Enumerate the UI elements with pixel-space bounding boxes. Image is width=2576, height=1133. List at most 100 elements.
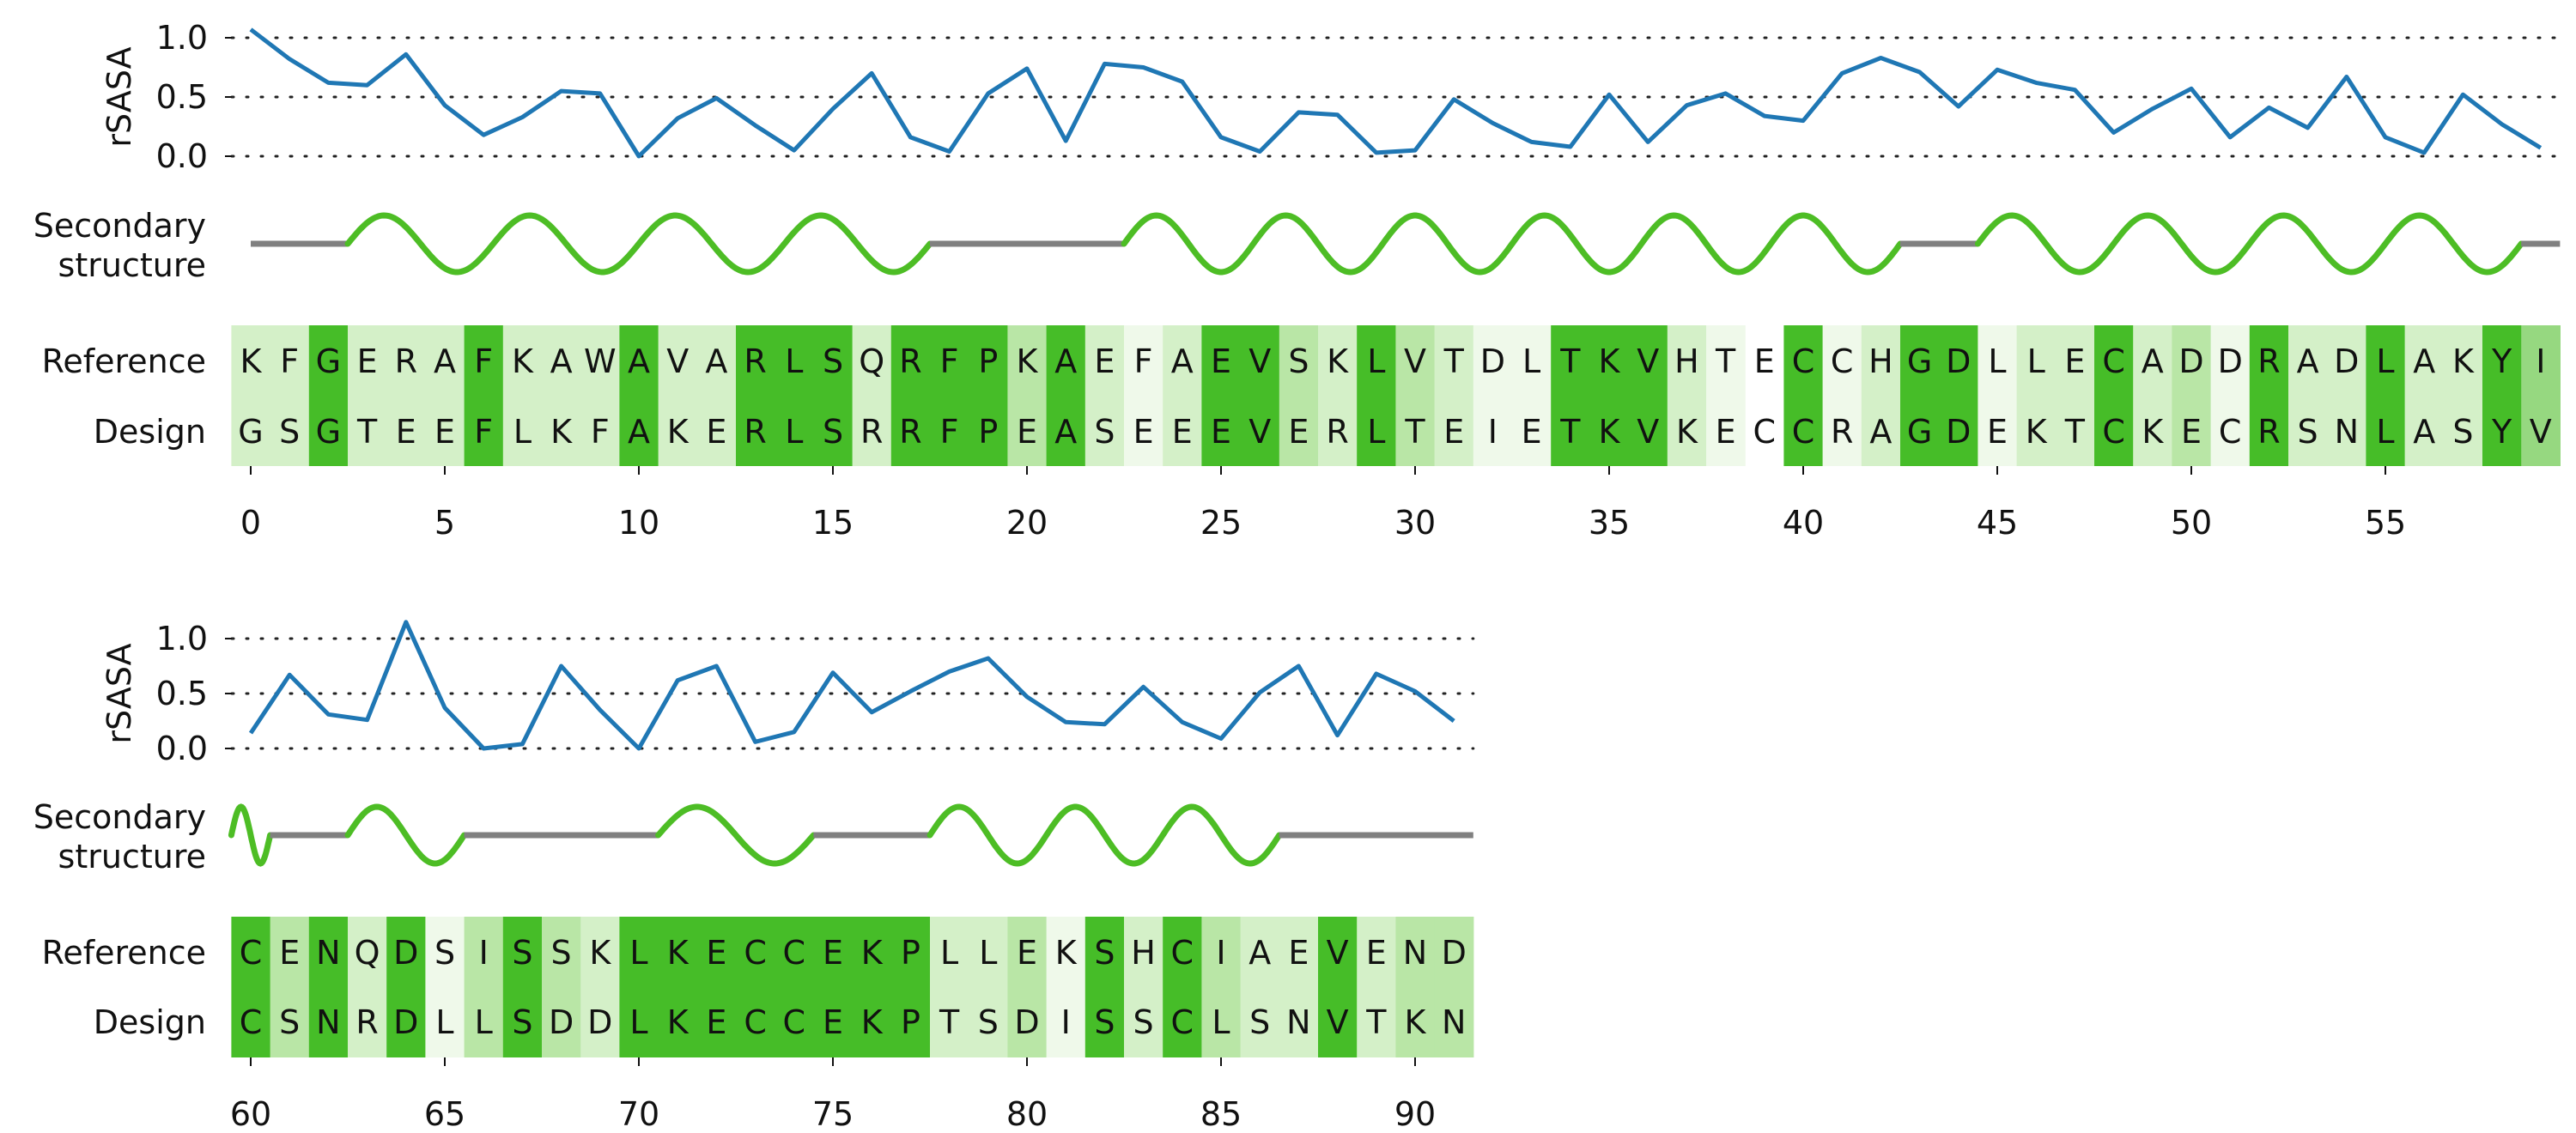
reference-residue: E xyxy=(1366,934,1387,972)
design-residue: S xyxy=(2298,413,2318,451)
ss-helix-segment xyxy=(344,212,933,276)
design-residue: A xyxy=(2413,413,2435,451)
similarity-cell xyxy=(502,917,543,1057)
rsasa-ytick-label: 0.5 xyxy=(156,675,208,712)
reference-residue: D xyxy=(2178,342,2203,380)
similarity-cell xyxy=(2521,325,2561,466)
design-residue: D xyxy=(1014,1003,1039,1041)
similarity-cell xyxy=(1201,325,1242,466)
design-residue: L xyxy=(785,413,803,451)
design-residue: G xyxy=(1907,413,1932,451)
similarity-cell xyxy=(2482,325,2522,466)
reference-residue: E xyxy=(2064,342,2085,380)
rsasa-ytick-label: 0.0 xyxy=(156,137,208,175)
similarity-cell xyxy=(2288,325,2328,466)
similarity-cell xyxy=(1512,325,1552,466)
similarity-cell xyxy=(2366,325,2406,466)
reference-residue: D xyxy=(1946,342,1971,380)
x-tick-label: 20 xyxy=(1006,504,1048,542)
reference-row-label: Reference xyxy=(42,934,206,972)
design-residue: S xyxy=(279,413,300,451)
similarity-cell xyxy=(464,325,504,466)
x-tick-label: 90 xyxy=(1394,1095,1436,1133)
reference-residue: F xyxy=(474,342,493,380)
reference-residue: K xyxy=(1327,342,1349,380)
similarity-cell xyxy=(1434,917,1474,1057)
similarity-cell xyxy=(464,917,504,1057)
design-residue: T xyxy=(1365,1003,1387,1041)
reference-residue: L xyxy=(2376,342,2394,380)
design-residue: K xyxy=(1405,1003,1427,1041)
design-residue: C xyxy=(1792,413,1815,451)
design-residue: E xyxy=(1172,413,1193,451)
ss-helix-segment xyxy=(655,803,817,867)
similarity-cell xyxy=(1279,325,1319,466)
similarity-cell xyxy=(658,325,698,466)
design-residue: A xyxy=(628,413,650,451)
design-residue: C xyxy=(2219,413,2242,451)
design-row-label: Design xyxy=(94,413,206,451)
reference-residue: A xyxy=(2413,342,2435,380)
reference-residue: T xyxy=(1715,342,1736,380)
design-residue: E xyxy=(2181,413,2202,451)
design-residue: N xyxy=(316,1003,340,1041)
design-residue: C xyxy=(1171,1003,1194,1041)
rsasa-ytick-label: 0.0 xyxy=(156,730,208,767)
reference-residue: H xyxy=(1868,342,1893,380)
similarity-cell xyxy=(2210,325,2251,466)
similarity-cell xyxy=(619,917,659,1057)
reference-residue: A xyxy=(550,342,573,380)
similarity-cell xyxy=(580,325,620,466)
design-residue: V xyxy=(1249,413,1271,451)
similarity-cell xyxy=(1124,917,1163,1057)
similarity-cell xyxy=(813,325,854,466)
design-residue: K xyxy=(1599,413,1621,451)
similarity-cell xyxy=(1706,325,1746,466)
design-residue: G xyxy=(316,413,341,451)
design-residue: E xyxy=(1987,413,2008,451)
rsasa-ytick-label: 1.0 xyxy=(156,620,208,657)
design-residue: S xyxy=(279,1003,300,1041)
design-residue: P xyxy=(901,1003,920,1041)
design-residue: S xyxy=(2452,413,2473,451)
reference-residue: E xyxy=(1211,342,1231,380)
x-tick-label: 85 xyxy=(1200,1095,1242,1133)
reference-residue: D xyxy=(2334,342,2359,380)
similarity-cell xyxy=(930,917,969,1057)
similarity-cell xyxy=(1046,325,1086,466)
reference-residue: K xyxy=(240,342,263,380)
x-tick-label: 35 xyxy=(1589,504,1630,542)
design-residue: L xyxy=(1367,413,1385,451)
design-row-label: Design xyxy=(94,1003,206,1041)
similarity-cell xyxy=(1124,325,1163,466)
x-tick-label: 55 xyxy=(2365,504,2406,542)
similarity-cell xyxy=(1163,917,1202,1057)
design-residue: S xyxy=(1133,1003,1154,1041)
design-residue: R xyxy=(744,413,766,451)
reference-residue: E xyxy=(357,342,378,380)
x-tick-label: 60 xyxy=(230,1095,271,1133)
design-residue: P xyxy=(978,413,998,451)
similarity-cell xyxy=(2016,325,2057,466)
x-tick-label: 10 xyxy=(618,504,659,542)
similarity-cell xyxy=(2055,325,2095,466)
ss-helix-segment xyxy=(927,803,1283,867)
reference-residue: Y xyxy=(2491,342,2512,380)
similarity-cell xyxy=(736,917,775,1057)
design-residue: N xyxy=(2335,413,2359,451)
design-residue: L xyxy=(435,1003,453,1041)
reference-residue: L xyxy=(2027,342,2045,380)
similarity-cell xyxy=(2172,325,2212,466)
reference-residue: N xyxy=(316,934,340,972)
design-residue: S xyxy=(978,1003,999,1041)
reference-residue: A xyxy=(2297,342,2319,380)
similarity-cell xyxy=(1395,325,1436,466)
x-tick-label: 25 xyxy=(1200,504,1242,542)
reference-residue: L xyxy=(1522,342,1540,380)
design-residue: E xyxy=(1716,413,1736,451)
similarity-cell xyxy=(1201,917,1242,1057)
reference-residue: I xyxy=(479,934,489,972)
reference-residue: D xyxy=(393,934,418,972)
design-residue: I xyxy=(1488,413,1498,451)
